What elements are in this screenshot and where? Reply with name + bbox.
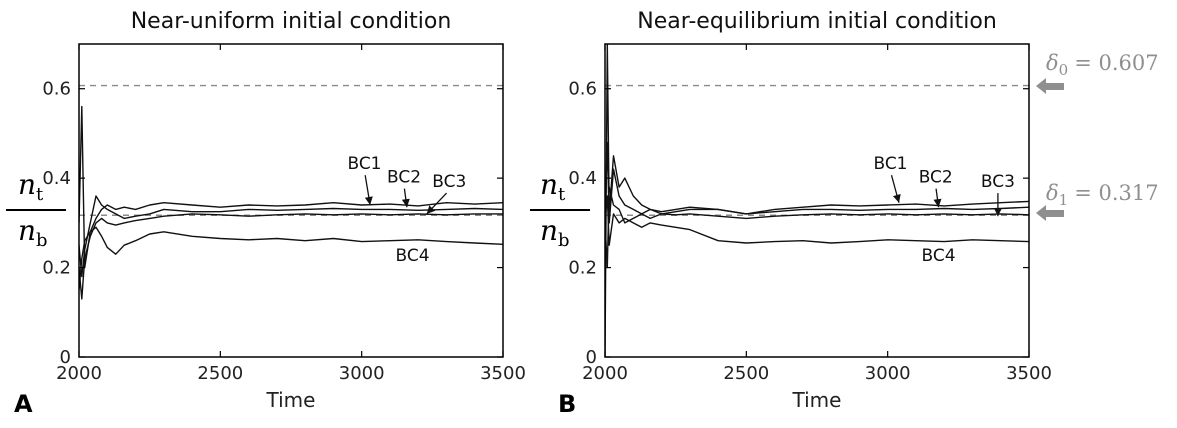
plot-frame: [78, 43, 504, 358]
series-annotation: BC3: [981, 172, 1015, 192]
svg-text:δ0= 0.607: δ0 = 0.607: [1046, 51, 1159, 79]
annotation-arrowhead-icon: [364, 196, 373, 205]
x-tick-label: 2500: [723, 363, 769, 384]
chart-title: Near-equilibrium initial condition: [637, 9, 997, 34]
series-annotation: BC1: [347, 154, 381, 174]
series-line-bc1: [79, 105, 503, 269]
series-annotation: BC2: [919, 168, 953, 188]
reference-label-delta1: δ1 = 0.317: [1036, 181, 1159, 221]
series-line-bc2: [605, 141, 1029, 224]
panel-a: Near-uniform initial condition 2000 2500 30…: [14, 9, 526, 418]
reference-arrow-icon: [1036, 205, 1064, 221]
series-line-bc3: [79, 213, 503, 300]
y-tick-label: 0.2: [568, 258, 597, 279]
series-annotation: BC3: [432, 172, 466, 192]
x-axis-label: Time: [266, 388, 316, 412]
annotation-arrowhead-icon: [993, 208, 1002, 217]
y-tick-label: 0.4: [568, 168, 597, 189]
y-axis-label-panel-b: nt nb: [530, 168, 590, 251]
series-annotation: BC4: [396, 246, 430, 266]
y-axis-label: nt nb: [6, 168, 66, 251]
x-axis-label: Time: [792, 388, 842, 412]
x-tick-label: 2000: [56, 363, 102, 384]
panel-b: Near-equilibrium initial condition 2000 25…: [558, 9, 1052, 418]
svg-text:nb: nb: [18, 214, 48, 251]
series-line-bc3: [605, 186, 1029, 269]
x-tick-label: 3000: [339, 363, 385, 384]
svg-text:nt: nt: [18, 168, 44, 205]
svg-text:nt: nt: [540, 168, 566, 205]
plot-frame: [604, 43, 1030, 358]
annotation-arrowhead-icon: [893, 194, 901, 203]
y-tick-label: 0.4: [42, 168, 71, 189]
x-tick-label: 3500: [1006, 363, 1052, 384]
svg-text:δ1= 0.317: δ1 = 0.317: [1046, 181, 1159, 209]
reference-label-delta0: δ0 = 0.607: [1036, 51, 1159, 94]
panel-letter: B: [558, 390, 576, 418]
panel-letter: A: [14, 390, 33, 418]
series-annotation: BC1: [873, 154, 907, 174]
annotation-arrowhead-icon: [933, 198, 942, 208]
x-tick-label: 3500: [480, 363, 526, 384]
x-tick-label: 2000: [582, 363, 628, 384]
series-line-bc1: [605, 44, 1029, 357]
series-annotation: BC4: [922, 246, 956, 266]
series-group: [605, 44, 1029, 357]
series-line-bc2: [79, 195, 503, 278]
chart-title: Near-uniform initial condition: [131, 9, 452, 34]
series-line-bc4: [605, 195, 1029, 246]
y-tick-label: 0: [586, 347, 597, 368]
y-tick-label: 0.6: [568, 79, 597, 100]
annotation-arrowhead-icon: [426, 205, 436, 214]
series-annotation: BC2: [387, 168, 421, 188]
x-tick-label: 2500: [197, 363, 243, 384]
series-group: [79, 105, 503, 300]
svg-text:nb: nb: [540, 214, 570, 251]
y-tick-label: 0: [60, 347, 71, 368]
reference-arrow-icon: [1036, 78, 1064, 94]
y-tick-label: 0.6: [42, 79, 71, 100]
series-line-bc4: [79, 226, 503, 290]
y-tick-label: 0.2: [42, 258, 71, 279]
annotation-arrowhead-icon: [401, 198, 410, 208]
x-tick-label: 3000: [865, 363, 911, 384]
